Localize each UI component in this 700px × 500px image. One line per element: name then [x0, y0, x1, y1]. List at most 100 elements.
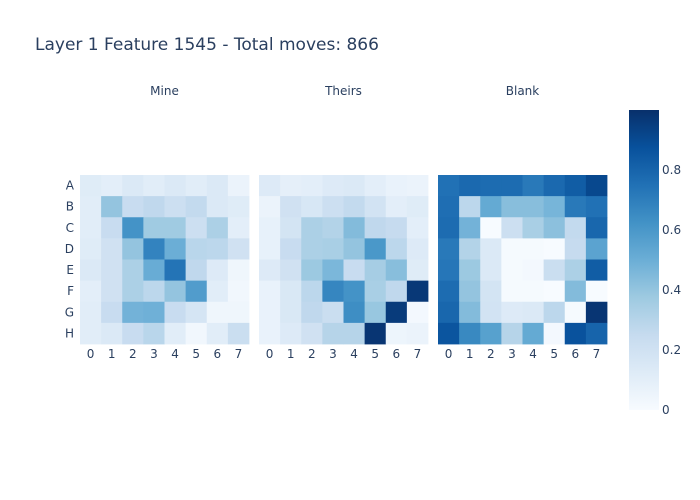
heatmap-cell [585, 259, 608, 282]
y-tick-label: E [66, 263, 74, 277]
heatmap-cell [501, 238, 523, 260]
heatmap-cell [122, 280, 144, 303]
heatmap-cell [280, 301, 302, 324]
heatmap-cell [122, 259, 144, 282]
heatmap-cell [259, 196, 281, 218]
heatmap-cell [227, 259, 250, 282]
heatmap-cell [585, 238, 608, 260]
heatmap-cell [585, 196, 608, 218]
heatmap-cell [459, 238, 481, 260]
heatmap-cell [480, 322, 502, 345]
colorbar-tick-label: 0.4 [662, 283, 681, 297]
heatmap-cell [143, 175, 165, 197]
heatmap-cell [164, 175, 187, 197]
heatmap-cell [322, 196, 344, 218]
heatmap-cell [459, 280, 481, 303]
heatmap-cell [101, 196, 123, 218]
heatmap-cell [385, 259, 408, 282]
x-tick-label: 6 [213, 347, 221, 361]
colorbar-ticks: 0 0.2 0.4 0.6 0.8 [662, 163, 681, 417]
heatmap-cell [227, 301, 250, 324]
heatmap-cell [501, 196, 523, 218]
heatmap-cell [480, 175, 502, 197]
heatmap-cell [280, 217, 302, 239]
heatmap-cell [164, 301, 187, 324]
chart-title: Layer 1 Feature 1545 - Total moves: 866 [35, 35, 379, 55]
y-tick-label: C [66, 221, 74, 235]
heatmap-cell [385, 301, 408, 324]
heatmap-cell [122, 175, 144, 197]
heatmap-cell [543, 175, 566, 197]
heatmap-cell [259, 301, 281, 324]
heatmap-cell [364, 175, 387, 197]
heatmap-cell [227, 238, 250, 260]
heatmap-cell [143, 259, 165, 282]
heatmap-cell [143, 238, 165, 260]
heatmap-cell [564, 217, 587, 239]
heatmap-cell [101, 301, 123, 324]
heatmap-cell [185, 196, 208, 218]
heatmap-cell [522, 217, 545, 239]
heatmap-cell [185, 217, 208, 239]
heatmap-cell [459, 322, 481, 345]
colorbar-tick-label: 0.2 [662, 343, 681, 357]
heatmap-cell [301, 322, 323, 345]
heatmap-cell [227, 175, 250, 197]
heatmap-cell [259, 175, 281, 197]
heatmap-cell [459, 196, 481, 218]
heatmap-cell [101, 175, 123, 197]
heatmap-cell [301, 196, 323, 218]
heatmap-cell [564, 238, 587, 260]
heatmap-cell [406, 217, 429, 239]
heatmap-cell [438, 238, 460, 260]
y-tick-label: F [67, 284, 74, 298]
heatmap-cell [543, 301, 566, 324]
heatmap-cell [206, 238, 229, 260]
y-tick-label: H [65, 326, 74, 340]
heatmap-cell [259, 280, 281, 303]
heatmap-cell [480, 217, 502, 239]
x-tick-label: 5 [550, 347, 558, 361]
heatmap-cell [438, 322, 460, 345]
heatmap-cell [501, 259, 523, 282]
heatmap-cell [343, 238, 366, 260]
panel-title-theirs: Theirs [324, 84, 362, 98]
heatmap-cell [364, 301, 387, 324]
heatmap-cell [522, 259, 545, 282]
x-tick-label: 3 [150, 347, 158, 361]
heatmap-cell [459, 217, 481, 239]
heatmap-cell [122, 196, 144, 218]
heatmap-cell [501, 322, 523, 345]
heatmap-cell [543, 322, 566, 345]
heatmap-cell [280, 322, 302, 345]
x-tick-label: 7 [593, 347, 601, 361]
heatmap-cell [543, 238, 566, 260]
heatmap-cell [206, 217, 229, 239]
heatmap-cell [343, 175, 366, 197]
heatmap-cell [122, 217, 144, 239]
heatmap-cell [280, 175, 302, 197]
heatmap-cell [206, 322, 229, 345]
heatmap-cell [301, 259, 323, 282]
heatmap-cell [80, 175, 102, 197]
heatmap-cell [585, 217, 608, 239]
heatmap-cell [364, 259, 387, 282]
heatmap-cell [143, 217, 165, 239]
heatmap-cell [80, 259, 102, 282]
x-tick-label: 1 [108, 347, 116, 361]
x-tick-label: 2 [308, 347, 316, 361]
heatmap-cell [164, 196, 187, 218]
heatmap-cell [564, 175, 587, 197]
heatmap-cell [322, 322, 344, 345]
heatmap-cell [164, 259, 187, 282]
heatmap-cell [501, 280, 523, 303]
heatmap-cell [438, 280, 460, 303]
heatmap-cell [459, 259, 481, 282]
heatmap-cell [164, 280, 187, 303]
x-tick-label: 3 [508, 347, 516, 361]
heatmap-cell [185, 322, 208, 345]
heatmap-cell [564, 301, 587, 324]
heatmap-cell [543, 259, 566, 282]
heatmap-cell [564, 322, 587, 345]
